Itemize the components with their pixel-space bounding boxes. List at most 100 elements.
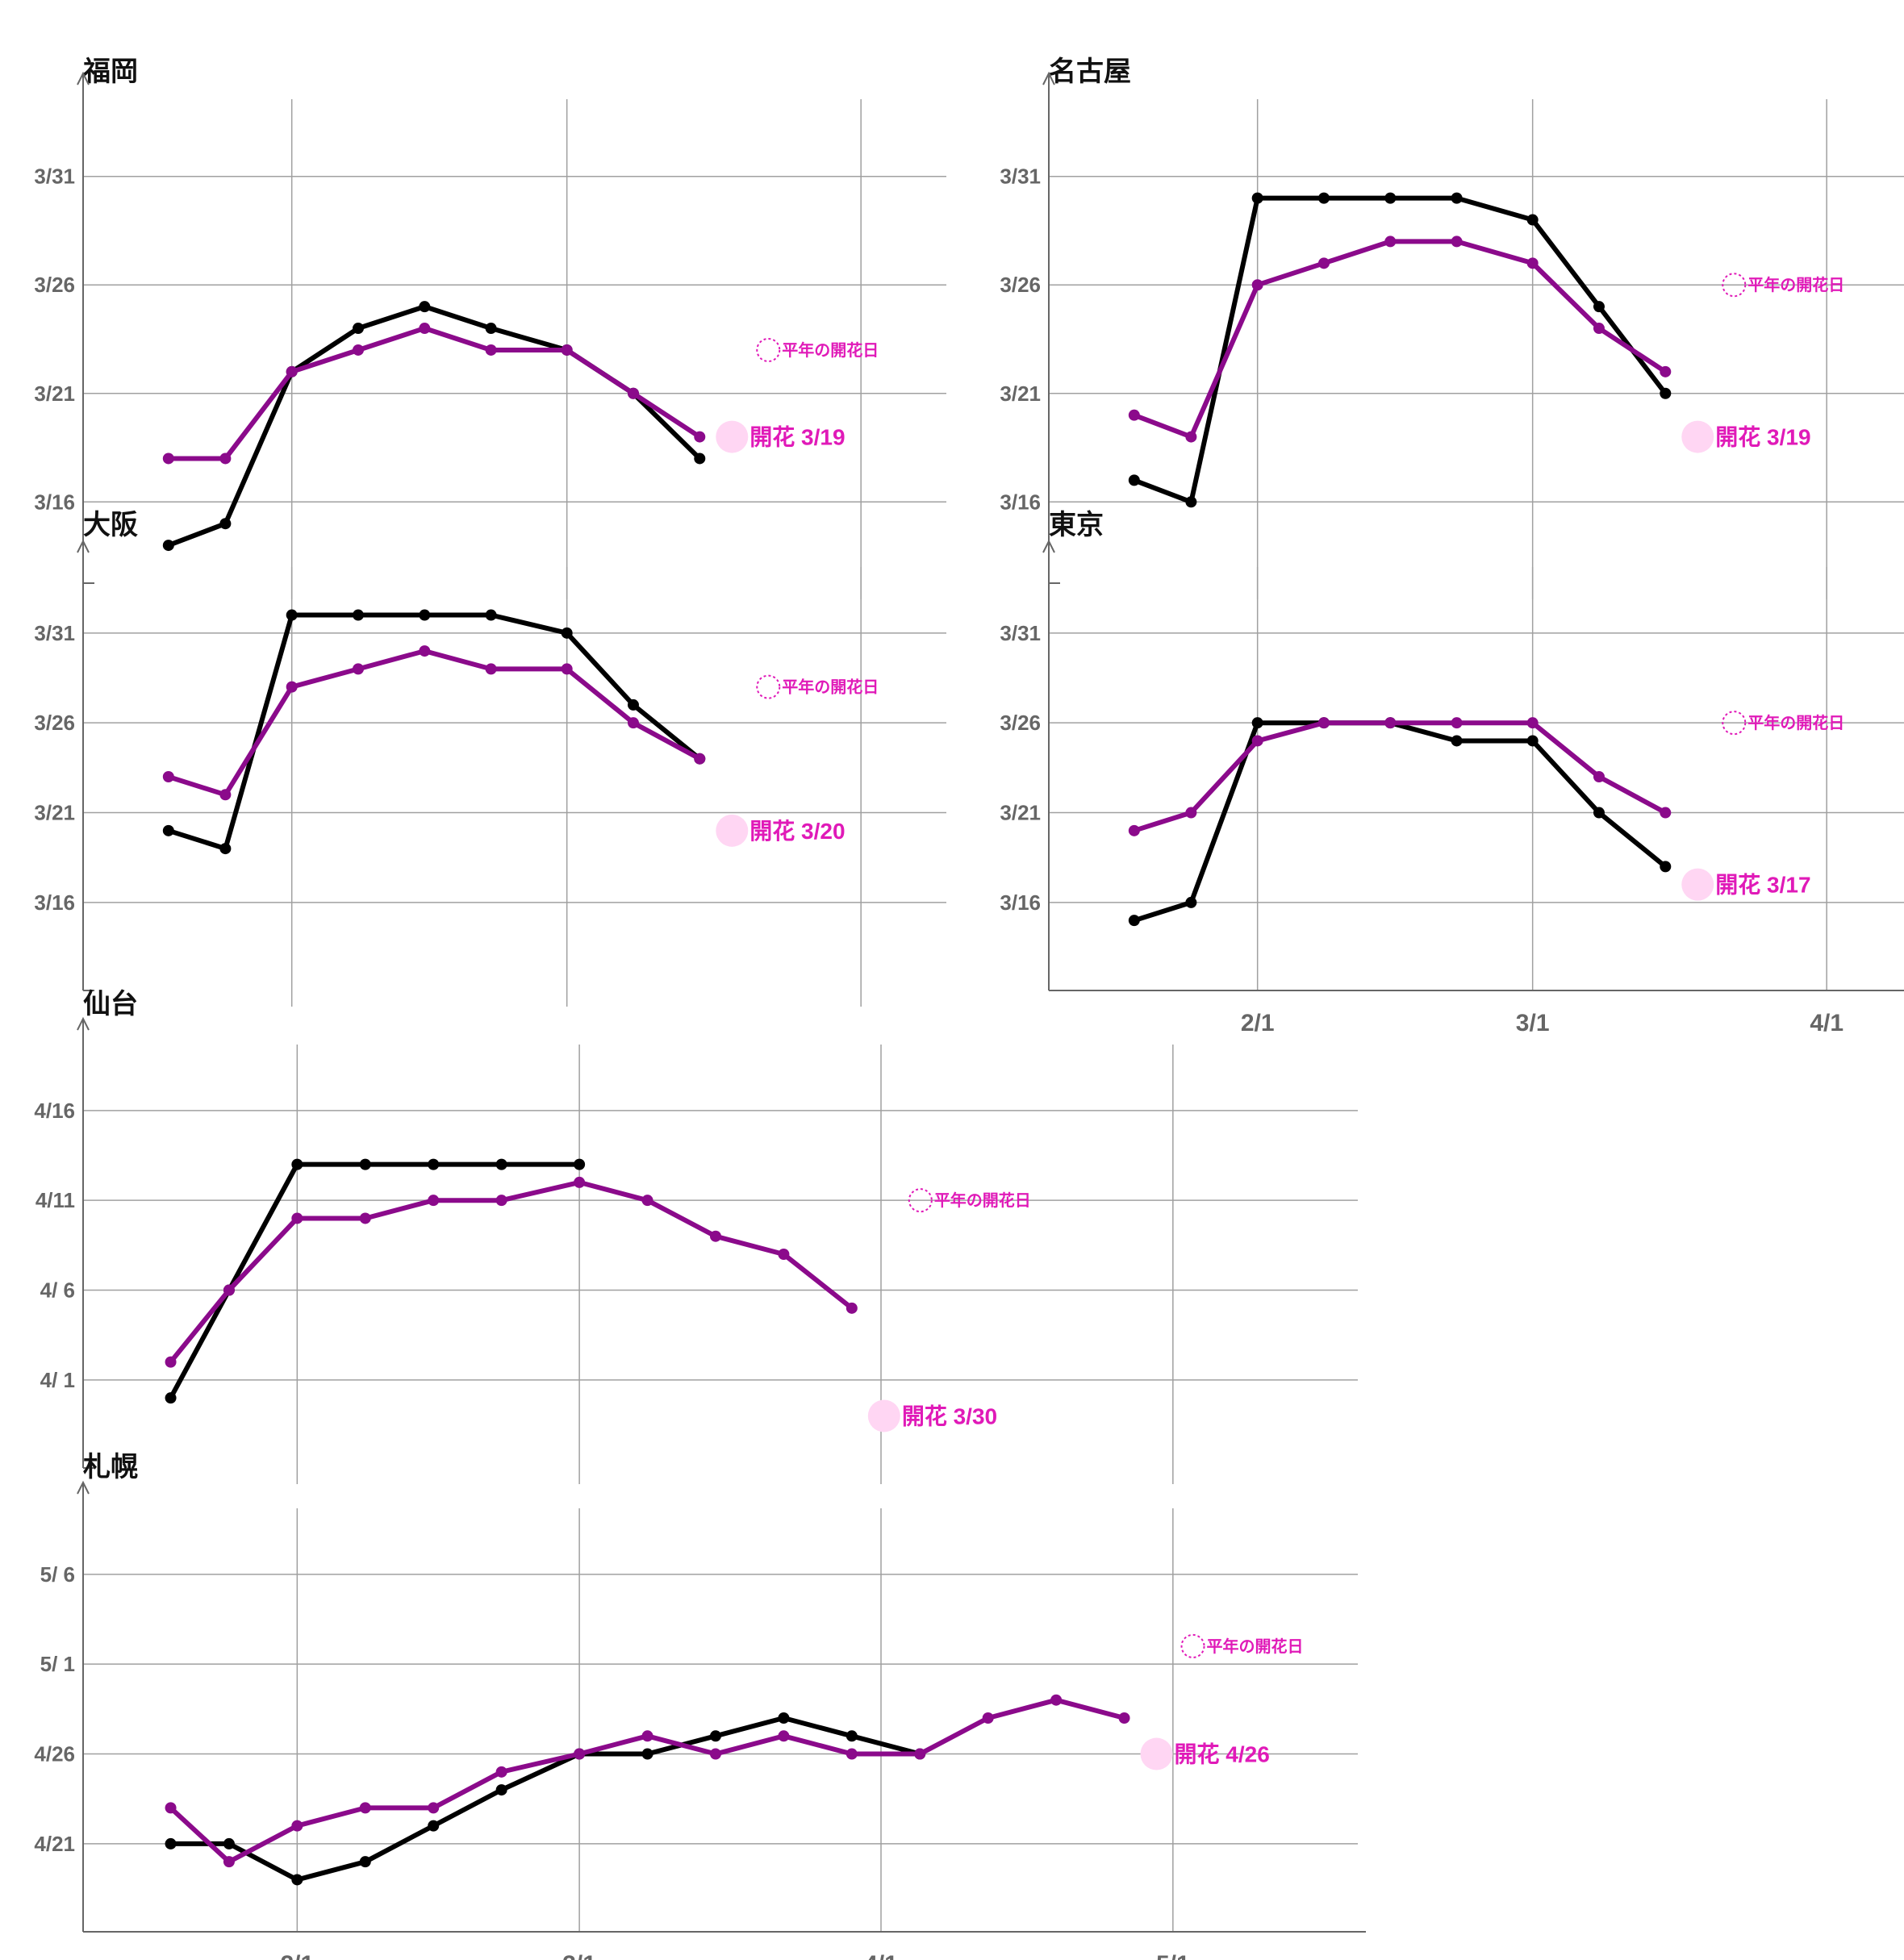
data-point-forecast bbox=[352, 344, 364, 356]
data-point-actual bbox=[485, 609, 497, 621]
data-point-actual bbox=[1384, 192, 1397, 204]
y-axis-arrow bbox=[1042, 539, 1055, 553]
y-tick-label: 4/26 bbox=[34, 1742, 75, 1766]
y-tick-label: 5/ 1 bbox=[40, 1652, 75, 1676]
normal-date-marker bbox=[1180, 1633, 1205, 1658]
y-axis-arrow bbox=[77, 539, 90, 553]
series-line-actual bbox=[168, 1716, 923, 1883]
data-point-actual bbox=[219, 518, 232, 530]
data-point-forecast bbox=[846, 1748, 858, 1760]
data-point-actual bbox=[291, 1158, 303, 1170]
y-tick-label: 3/16 bbox=[1000, 490, 1041, 514]
data-point-forecast bbox=[1185, 431, 1197, 443]
data-point-forecast bbox=[1317, 257, 1330, 269]
normal-date-label: 平年の開花日 bbox=[782, 340, 879, 360]
series-line-actual bbox=[165, 612, 703, 852]
normal-date-label: 平年の開花日 bbox=[934, 1191, 1031, 1210]
data-point-actual bbox=[1451, 735, 1463, 747]
data-point-actual bbox=[1251, 717, 1263, 729]
y-tick-label: 3/26 bbox=[1000, 273, 1041, 297]
x-tick-label: 2/1 bbox=[1241, 1010, 1275, 1036]
normal-date-marker bbox=[1722, 273, 1747, 298]
data-point-actual bbox=[291, 1874, 303, 1886]
y-axis-arrow bbox=[77, 1480, 90, 1495]
data-point-forecast bbox=[1526, 257, 1539, 269]
data-point-forecast bbox=[485, 344, 497, 356]
data-point-forecast bbox=[1451, 717, 1463, 729]
data-point-forecast bbox=[1251, 735, 1263, 747]
data-point-actual bbox=[1251, 192, 1263, 204]
y-axis-arrow bbox=[77, 71, 90, 85]
x-tick-label: 2/1 bbox=[280, 1951, 314, 1960]
data-point-actual bbox=[1451, 192, 1463, 204]
data-point-actual bbox=[1593, 807, 1605, 819]
data-point-forecast bbox=[165, 1802, 177, 1814]
y-tick-label: 3/26 bbox=[1000, 711, 1041, 735]
data-point-forecast bbox=[1384, 236, 1397, 248]
data-point-forecast bbox=[1128, 409, 1140, 421]
y-tick-label: 3/31 bbox=[34, 165, 75, 189]
normal-date-label: 平年の開花日 bbox=[1207, 1637, 1304, 1656]
data-point-actual bbox=[419, 609, 431, 621]
data-point-forecast bbox=[286, 681, 298, 693]
data-point-actual bbox=[352, 323, 364, 335]
chart-panel: 大阪 3/31 3/26 3/21 3/16 開花 3/20 平年の開花日 bbox=[34, 510, 946, 1007]
y-axis-arrow bbox=[77, 1016, 90, 1031]
x-tick-label: 3/1 bbox=[1516, 1010, 1550, 1036]
x-tick-label: 4/1 bbox=[864, 1951, 898, 1960]
data-point-actual bbox=[352, 609, 364, 621]
chart-panel: 仙台 4/16 4/11 4/ 6 4/ 1 開花 3/30 平年の開花日 bbox=[34, 989, 1358, 1484]
x-tick-label: 3/1 bbox=[562, 1951, 596, 1960]
data-point-actual bbox=[1660, 861, 1672, 873]
y-axis-arrow bbox=[1042, 71, 1055, 85]
bloom-date-label: 開花 3/19 bbox=[749, 425, 845, 450]
data-point-forecast bbox=[914, 1748, 926, 1760]
data-point-forecast bbox=[561, 663, 573, 675]
data-point-actual bbox=[286, 609, 298, 621]
bloom-date-label: 開花 4/26 bbox=[1175, 1742, 1270, 1767]
bloom-marker bbox=[1140, 1737, 1173, 1770]
data-point-actual bbox=[419, 301, 431, 313]
data-point-forecast bbox=[1660, 365, 1672, 377]
chart-panel: 札幌 5/ 6 5/ 1 4/26 4/21 2/1 3/1 4/1 5/1 開花 4/26 平年の… bbox=[34, 1452, 1366, 1960]
data-point-forecast bbox=[694, 431, 706, 443]
data-point-forecast bbox=[428, 1802, 440, 1814]
data-point-forecast bbox=[1317, 717, 1330, 729]
y-tick-label: 3/31 bbox=[34, 621, 75, 645]
data-point-actual bbox=[1128, 915, 1140, 927]
chart-title: 大阪 bbox=[83, 510, 138, 540]
chart-title: 福岡 bbox=[82, 56, 138, 87]
data-point-actual bbox=[1185, 896, 1197, 908]
data-point-actual bbox=[846, 1730, 858, 1742]
data-point-actual bbox=[1660, 387, 1672, 399]
data-point-forecast bbox=[1251, 279, 1263, 291]
normal-date-label: 平年の開花日 bbox=[1747, 275, 1844, 294]
chart-title: 札幌 bbox=[83, 1452, 138, 1483]
data-point-forecast bbox=[1185, 807, 1197, 819]
y-tick-label: 3/31 bbox=[1000, 165, 1041, 189]
y-tick-label: 3/21 bbox=[34, 801, 75, 825]
chart-panel: 福岡 3/31 3/26 3/21 3/16 開花 3/19 平年の開花日 bbox=[34, 56, 946, 599]
data-point-forecast bbox=[165, 1356, 177, 1368]
data-point-actual bbox=[162, 824, 174, 836]
data-point-forecast bbox=[1660, 807, 1672, 819]
data-point-forecast bbox=[419, 645, 431, 657]
y-tick-label: 3/31 bbox=[1000, 621, 1041, 645]
bloom-marker bbox=[1681, 420, 1714, 453]
data-point-forecast bbox=[1118, 1712, 1130, 1724]
data-point-actual bbox=[574, 1158, 586, 1170]
series-line-forecast bbox=[168, 1697, 1127, 1865]
data-point-forecast bbox=[419, 323, 431, 335]
y-tick-label: 5/ 6 bbox=[40, 1562, 75, 1587]
data-point-forecast bbox=[495, 1766, 507, 1778]
y-tick-label: 4/16 bbox=[34, 1099, 75, 1123]
data-point-actual bbox=[1317, 192, 1330, 204]
y-tick-label: 3/16 bbox=[34, 490, 75, 514]
data-point-actual bbox=[627, 699, 639, 711]
chart-title: 仙台 bbox=[83, 989, 138, 1020]
data-point-actual bbox=[162, 540, 174, 552]
series-line-forecast bbox=[1131, 720, 1668, 833]
series-line-actual bbox=[1131, 720, 1668, 924]
data-point-actual bbox=[1526, 735, 1539, 747]
data-point-forecast bbox=[495, 1195, 507, 1207]
